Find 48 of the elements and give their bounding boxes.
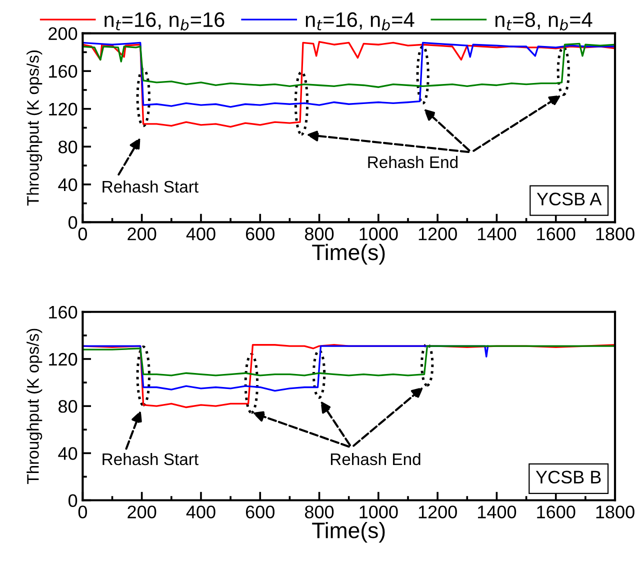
x-tick-label: 0	[78, 228, 87, 240]
x-tick-label: 1800	[596, 228, 634, 240]
y-axis-title: Throughput (K ops/s)	[26, 328, 42, 484]
x-tick-label: 0	[78, 506, 87, 518]
legend-label: n$_{t}$=16, n$_{b}$=16	[104, 12, 224, 30]
y-tick-label: 200	[48, 27, 78, 40]
x-axis-title: Time(s)	[312, 244, 385, 265]
x-tick-label: 1600	[537, 228, 576, 240]
annotation: Rehash Start	[102, 180, 198, 193]
x-tick-label: 600	[246, 228, 274, 240]
annotation: YCSB A	[536, 192, 602, 206]
x-tick-label: 200	[128, 506, 156, 518]
x-tick-label: 1000	[360, 506, 398, 518]
annotation: Rehash End	[368, 156, 458, 168]
y-tick-label: 80	[58, 140, 78, 154]
x-tick-label: 800	[304, 506, 334, 518]
x-tick-label: 600	[246, 506, 274, 518]
line-series	[82, 345, 616, 376]
legend-label: n$_{t}$=16, n$_{b}$=4	[306, 12, 414, 30]
y-tick-label: 40	[58, 447, 78, 460]
x-tick-label: 1200	[418, 506, 457, 518]
line-series	[82, 42, 616, 108]
y-tick-label: 160	[49, 306, 78, 319]
x-tick-label: 1800	[596, 506, 634, 518]
annotation: Rehash End	[330, 452, 420, 466]
y-tick-label: 0	[68, 216, 78, 229]
legend-label: n$_{t}$=8, n$_{b}$=4	[495, 12, 592, 30]
line-series	[82, 42, 616, 88]
annotation: Rehash Start	[102, 452, 198, 466]
x-tick-label: 200	[128, 228, 156, 240]
y-tick-label: 160	[49, 65, 78, 78]
x-tick-label: 400	[186, 228, 216, 240]
x-tick-label: 1400	[478, 228, 516, 240]
annotation: YCSB B	[536, 470, 601, 484]
x-tick-label: 1200	[418, 228, 457, 240]
x-tick-label: 400	[186, 506, 216, 518]
y-tick-label: 120	[49, 352, 78, 366]
y-axis-title: Throughput (K ops/s)	[26, 50, 42, 206]
y-tick-label: 120	[49, 102, 78, 116]
x-tick-label: 800	[304, 228, 334, 240]
y-tick-label: 40	[58, 178, 78, 192]
x-axis-title: Time(s)	[312, 522, 385, 543]
y-tick-label: 80	[58, 400, 78, 413]
y-tick-label: 0	[68, 494, 78, 507]
x-tick-label: 1400	[478, 506, 516, 518]
x-tick-label: 1000	[360, 228, 398, 240]
x-tick-label: 1600	[537, 506, 576, 518]
line-series	[82, 40, 616, 128]
